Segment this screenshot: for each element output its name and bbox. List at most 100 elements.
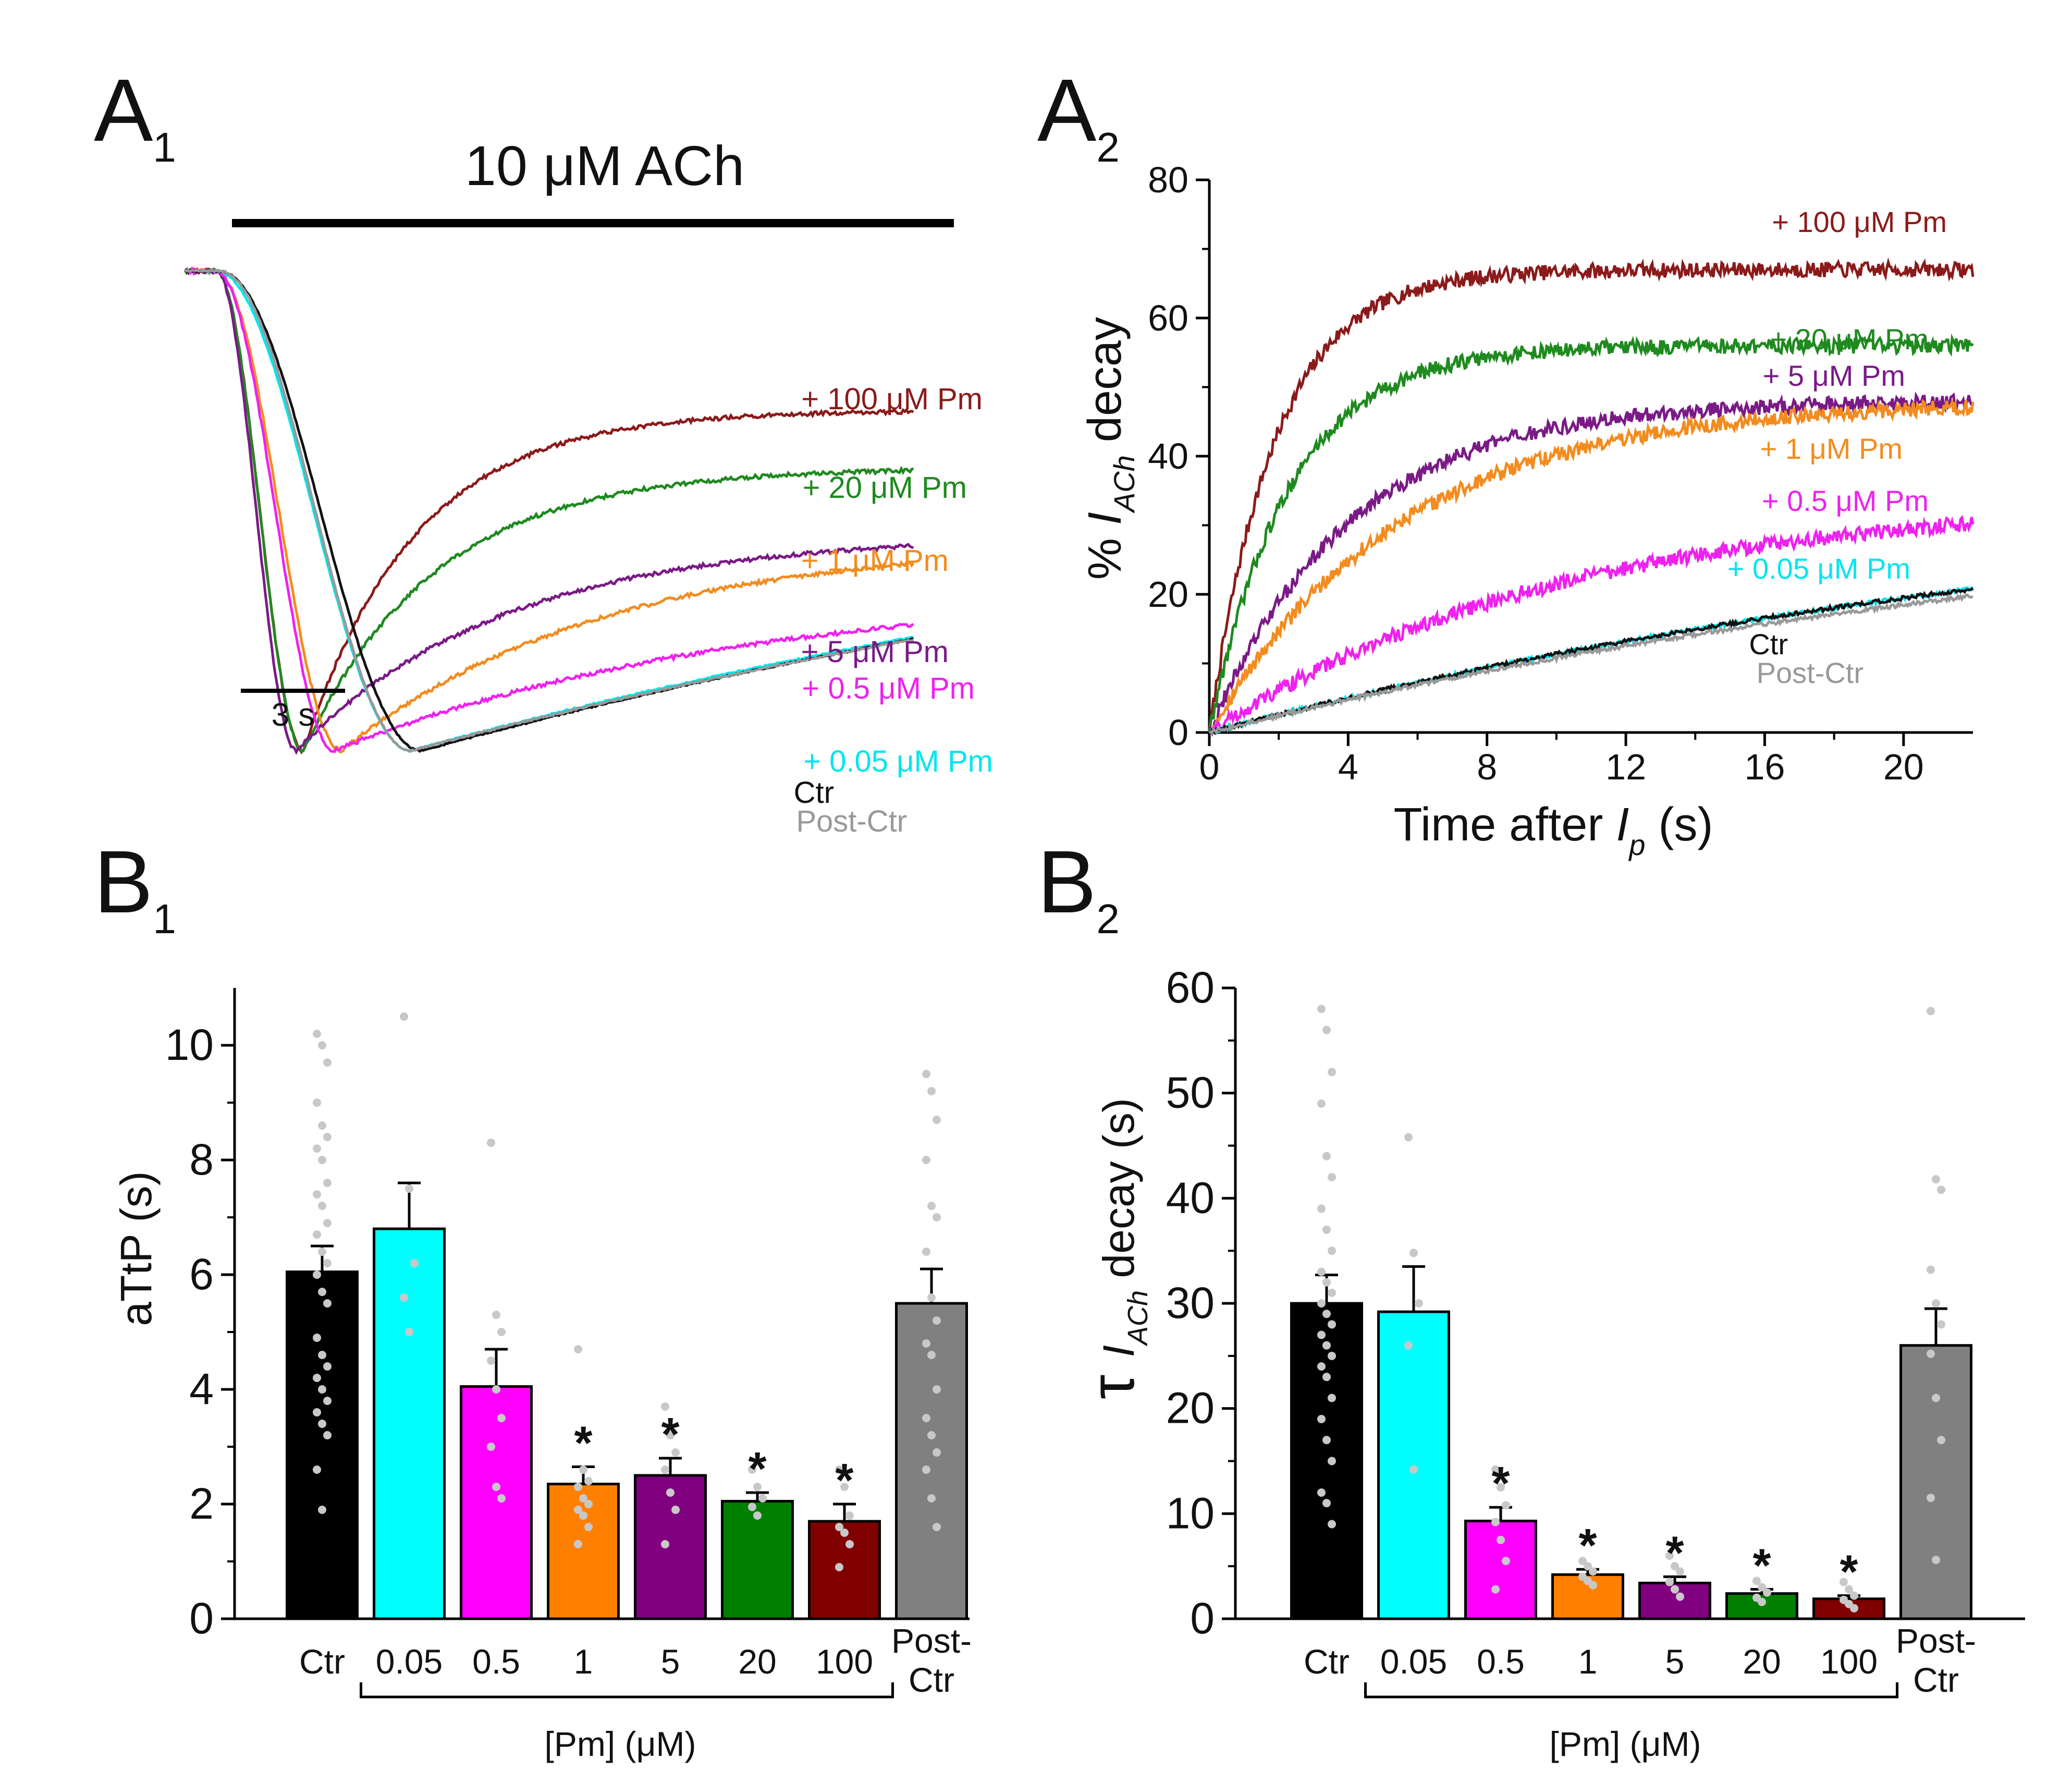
b2-significance-star: * (1578, 1520, 1597, 1572)
b1-data-point (927, 1431, 936, 1439)
b1-category-label: 20 (738, 1642, 776, 1681)
b2-data-point (1409, 1465, 1418, 1474)
b1-data-point (922, 1414, 930, 1422)
b1-data-point (927, 1087, 936, 1095)
b1-data-point (933, 1385, 941, 1394)
b2-data-point (1584, 1562, 1592, 1571)
b2-data-point (1322, 1225, 1331, 1234)
b1-y-tick-label: 8 (189, 1135, 214, 1184)
b1-data-point (927, 1293, 936, 1302)
b1-category-label: 0.5 (472, 1642, 520, 1681)
b1-data-point (318, 1041, 326, 1049)
b2-data-point (1850, 1591, 1858, 1600)
a2-trace-1-m-pm (1209, 398, 1975, 735)
b1-category-label: Ctr (299, 1642, 345, 1681)
b2-data-point (1328, 1247, 1336, 1255)
b1-data-point (497, 1494, 506, 1503)
b1-data-point (318, 1288, 326, 1296)
b1-data-point (497, 1414, 506, 1422)
a1-title: 10 μM ACh (465, 134, 744, 197)
a1-label-0-5-m-pm: + 0.5 μM Pm (802, 671, 975, 705)
b2-significance-star: * (1491, 1458, 1510, 1510)
b2-y-tick-label: 60 (1166, 963, 1215, 1012)
b1-data-point (933, 1116, 941, 1124)
b2-bar-0-5 (1464, 1519, 1537, 1620)
a1-trace-5-m-pm (184, 267, 914, 755)
b1-data-point (584, 1500, 593, 1508)
b1-data-point (661, 1540, 669, 1548)
a2-trace-20-m-pm (1208, 333, 1974, 733)
b2-bar-post (1899, 1344, 1972, 1620)
a2-y-tick-label: 0 (1168, 712, 1188, 753)
chart-b2: 0 10 20 30 40 50 60 Ctr 0.05 * 0.5 * 1 * 5 * 20 * 100 Post… (1077, 963, 2025, 1763)
a2-x-axis-label: Time after Ip (s) (1394, 799, 1713, 861)
b2-bar-20 (1725, 1592, 1798, 1620)
b1-data-point (318, 1385, 326, 1394)
panel-label-a2: A2 (1037, 61, 1120, 170)
b2-data-point (1328, 1320, 1336, 1329)
b2-data-point (1317, 1005, 1326, 1013)
b2-category-label: Post- (1896, 1621, 1976, 1660)
b1-data-point (323, 1397, 332, 1405)
b1-data-point (671, 1448, 680, 1457)
a2-label-20-m-pm: + 20 μM Pm (1770, 323, 1929, 356)
b1-data-point (313, 1465, 321, 1474)
b2-data-point (1589, 1567, 1597, 1576)
b1-data-point (487, 1139, 495, 1147)
b2-data-point (1671, 1585, 1679, 1594)
a1-trace-0-5-m-pm (184, 265, 914, 753)
b1-data-point (405, 1328, 413, 1336)
b2-y-tick-label: 40 (1166, 1173, 1215, 1222)
b1-bar-5 (634, 1474, 707, 1620)
b1-y-tick-label: 10 (165, 1020, 214, 1069)
b1-data-point (400, 1012, 408, 1021)
a2-x-tick-label: 12 (1605, 747, 1646, 787)
b1-data-point (318, 1202, 326, 1210)
b1-data-point (492, 1483, 500, 1491)
b1-data-point (323, 1299, 332, 1308)
b2-y-tick-label: 0 (1190, 1594, 1215, 1643)
b2-data-point (1927, 1349, 1935, 1358)
b1-category-label: 5 (661, 1642, 680, 1681)
b1-group-label: [Pm] (μM) (545, 1725, 696, 1763)
b1-data-point (753, 1483, 762, 1491)
b2-data-point (1497, 1535, 1505, 1544)
b1-data-point (313, 1098, 321, 1107)
b2-category-label: 20 (1743, 1642, 1781, 1681)
b2-data-point (1927, 1494, 1935, 1503)
b2-group-bracket (1364, 1682, 1898, 1699)
b1-group-bracket (360, 1682, 894, 1699)
panel-label-a1: A1 (94, 61, 176, 170)
b1-data-point (933, 1448, 941, 1457)
b1-data-point (661, 1402, 669, 1411)
b1-data-point (487, 1357, 495, 1365)
b2-significance-star: * (1840, 1546, 1858, 1598)
a1-label-20-m-pm: + 20 μM Pm (803, 471, 967, 505)
b1-data-point (748, 1465, 756, 1474)
b2-y-tick-label: 50 (1166, 1068, 1215, 1117)
a1-label-100-m-pm: + 100 μM Pm (801, 382, 983, 416)
b1-bar-1 (547, 1483, 620, 1620)
b1-y-tick-label: 4 (189, 1364, 214, 1413)
b2-data-point (1676, 1567, 1684, 1576)
b2-data-point (1758, 1597, 1766, 1606)
b2-category-label: 0.05 (1380, 1642, 1447, 1681)
a2-trace-0-5-m-pm (1209, 515, 1975, 734)
a2-label-0-05-m-pm: + 0.05 μM Pm (1727, 552, 1910, 585)
a1-label-0-05-m-pm: + 0.05 μM Pm (803, 744, 993, 778)
b2-category-label: 5 (1665, 1642, 1685, 1681)
b2-category-label-line2: Ctr (1913, 1660, 1959, 1699)
a1-trace-post-ctr (185, 268, 914, 753)
a1-trace-1-m-pm (184, 267, 915, 754)
b1-data-point (574, 1483, 582, 1491)
a1-label-ctr: Ctr (794, 776, 834, 810)
b2-data-point (1676, 1592, 1684, 1601)
a2-trace-100-m-pm (1208, 257, 1975, 733)
a2-axes: 0 4 8 12 16 20 0 20 40 60 80 (1148, 160, 1973, 787)
b2-significance-star: * (1752, 1540, 1771, 1592)
b1-data-point (313, 1334, 321, 1342)
b2-data-point (1937, 1436, 1945, 1445)
b2-data-point (1322, 1341, 1331, 1350)
b2-data-point (1752, 1577, 1761, 1585)
